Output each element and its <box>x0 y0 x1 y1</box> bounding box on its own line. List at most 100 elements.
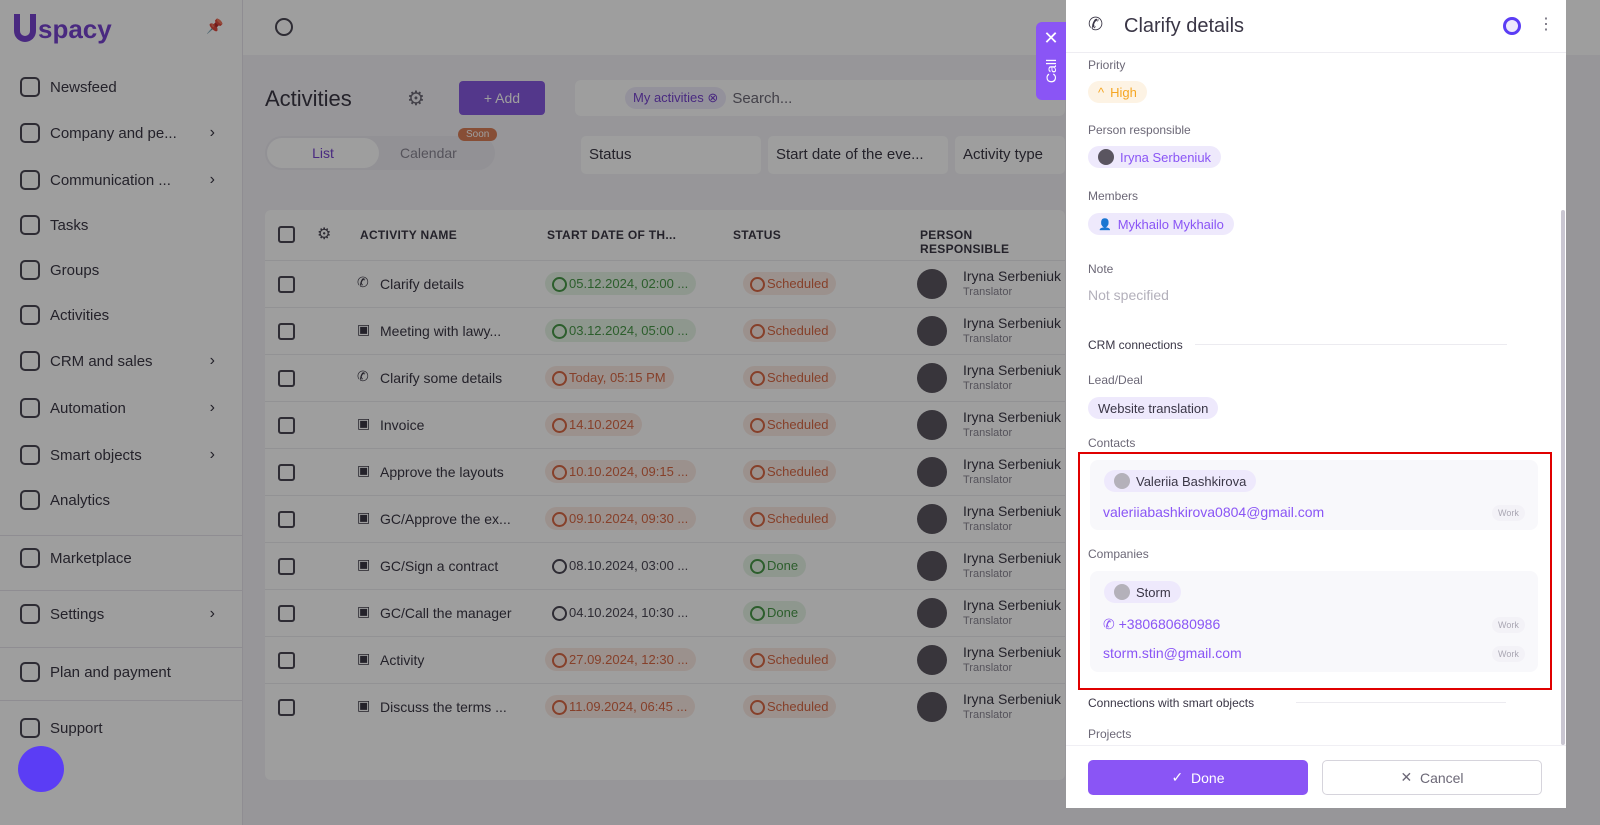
table-row[interactable]: ▣ Activity 27.09.2024, 12:30 ... Schedul… <box>265 636 1065 683</box>
crm-section-title: CRM connections <box>1088 338 1183 352</box>
activity-name[interactable]: GC/Call the manager <box>380 605 512 621</box>
row-checkbox[interactable] <box>278 652 295 669</box>
chevron-right-icon: › <box>209 605 215 622</box>
calendar-icon: ▣ <box>357 415 371 431</box>
company-phone[interactable]: ✆ +380680680986 <box>1103 616 1220 633</box>
calendar-icon: ▣ <box>357 650 371 666</box>
panel-header <box>1066 0 1566 53</box>
row-checkbox[interactable] <box>278 370 295 387</box>
search-icon[interactable] <box>275 18 293 36</box>
table-row[interactable]: ▣ Discuss the terms ... 11.09.2024, 06:4… <box>265 683 1065 730</box>
status-badge: Done <box>743 601 807 624</box>
pin-icon[interactable]: 📌 <box>206 18 224 34</box>
sidebar-item-marketplace[interactable]: Marketplace <box>20 548 215 568</box>
column-header[interactable]: STATUS <box>733 228 782 242</box>
company-email[interactable]: storm.stin@gmail.com <box>1103 645 1242 661</box>
activity-name[interactable]: Activity <box>380 652 425 668</box>
add-button[interactable]: + Add <box>459 81 545 115</box>
chevron-right-icon: › <box>209 171 215 188</box>
sidebar-item-plan-and-payment[interactable]: Plan and payment <box>20 662 215 682</box>
settings-gear-icon[interactable]: ⚙ <box>407 88 425 110</box>
row-checkbox[interactable] <box>278 605 295 622</box>
table-row[interactable]: ▣ Meeting with lawy... 03.12.2024, 05:00… <box>265 307 1065 354</box>
table-row[interactable]: ✆ Clarify some details Today, 05:15 PM S… <box>265 354 1065 401</box>
table-row[interactable]: ▣ GC/Call the manager 04.10.2024, 10:30 … <box>265 589 1065 636</box>
sidebar-item-settings[interactable]: Settings › <box>20 604 215 624</box>
row-checkbox[interactable] <box>278 417 295 434</box>
priority-badge[interactable]: ^ High <box>1088 81 1147 103</box>
tab-list[interactable]: List <box>267 138 379 168</box>
column-header[interactable]: ACTIVITY NAME <box>360 228 458 242</box>
column-header[interactable]: PERSON RESPONSIBLE <box>920 228 1010 256</box>
person-role: Translator <box>963 286 1013 298</box>
person-role: Translator <box>963 427 1013 439</box>
activity-name[interactable]: GC/Sign a contract <box>380 558 499 574</box>
table-row[interactable]: ▣ Approve the layouts 10.10.2024, 09:15 … <box>265 448 1065 495</box>
logo[interactable]: spacy <box>14 14 112 45</box>
activity-name[interactable]: Discuss the terms ... <box>380 699 507 715</box>
search-input[interactable]: Search... <box>732 89 793 107</box>
activity-name[interactable]: Approve the layouts <box>380 464 504 480</box>
note-value[interactable]: Not specified <box>1088 287 1169 303</box>
sidebar-item-label: Company and pe... <box>50 124 177 142</box>
sidebar-item-tasks[interactable]: Tasks <box>20 215 215 235</box>
tab-calendar[interactable]: Calendar <box>400 145 457 161</box>
more-icon[interactable]: ⋮ <box>1538 16 1554 33</box>
sidebar-item-company-and-pe[interactable]: Company and pe... › <box>20 123 215 143</box>
row-checkbox[interactable] <box>278 276 295 293</box>
chat-widget-button[interactable] <box>18 746 64 792</box>
user-icon: 👤 <box>1098 218 1112 231</box>
sidebar-item-groups[interactable]: Groups <box>20 260 215 280</box>
member-chip[interactable]: 👤 Mykhailo Mykhailo <box>1088 213 1234 235</box>
filter-bar[interactable]: My activities ⊗ Search... <box>575 80 1065 116</box>
app-icon[interactable] <box>1503 17 1521 35</box>
row-checkbox[interactable] <box>278 464 295 481</box>
status-badge: Scheduled <box>743 272 837 295</box>
select-all-checkbox[interactable] <box>278 226 295 243</box>
responsible-chip[interactable]: Iryna Serbeniuk <box>1088 146 1222 168</box>
row-checkbox[interactable] <box>278 558 295 575</box>
sidebar-item-smart-objects[interactable]: Smart objects › <box>20 445 215 465</box>
sidebar-icon <box>20 260 40 280</box>
activity-name[interactable]: Clarify details <box>380 276 465 292</box>
sidebar-item-support[interactable]: Support <box>20 718 215 738</box>
status-filter[interactable]: Status <box>581 136 761 174</box>
row-checkbox[interactable] <box>278 699 295 716</box>
sidebar-divider <box>0 700 243 701</box>
activity-name[interactable]: Invoice <box>380 417 425 433</box>
column-settings-icon[interactable]: ⚙ <box>317 226 332 243</box>
column-header[interactable]: START DATE OF TH... <box>547 228 677 242</box>
activity-name[interactable]: GC/Approve the ex... <box>380 511 511 527</box>
my-activities-chip[interactable]: My activities ⊗ <box>625 87 727 109</box>
sidebar-item-crm-and-sales[interactable]: CRM and sales › <box>20 351 215 371</box>
row-checkbox[interactable] <box>278 511 295 528</box>
call-tab[interactable]: ✕ Call <box>1036 22 1066 100</box>
sidebar-item-analytics[interactable]: Analytics <box>20 490 215 510</box>
sidebar-icon <box>20 215 40 235</box>
done-button[interactable]: ✓ Done <box>1088 760 1308 795</box>
panel-scrollbar[interactable] <box>1561 210 1565 745</box>
cancel-button[interactable]: ✕ Cancel <box>1322 760 1542 795</box>
contact-email[interactable]: valeriiabashkirova0804@gmail.com <box>1103 504 1325 520</box>
close-icon[interactable]: ✕ <box>1043 28 1059 48</box>
lead-chip[interactable]: Website translation <box>1088 397 1219 419</box>
start-date-filter[interactable]: Start date of the eve... <box>768 136 948 174</box>
smart-objects-section-title: Connections with smart objects <box>1088 696 1255 710</box>
table-row[interactable]: ▣ Invoice 14.10.2024 Scheduled Iryna Ser… <box>265 401 1065 448</box>
sidebar-item-automation[interactable]: Automation › <box>20 398 215 418</box>
table-row[interactable]: ✆ Clarify details 05.12.2024, 02:00 ... … <box>265 260 1065 307</box>
activity-name[interactable]: Meeting with lawy... <box>380 323 502 339</box>
row-checkbox[interactable] <box>278 323 295 340</box>
activity-type-filter[interactable]: Activity type <box>955 136 1065 174</box>
person-role: Translator <box>963 333 1013 345</box>
company-chip[interactable]: Storm <box>1104 581 1181 603</box>
divider <box>1296 702 1506 703</box>
table-row[interactable]: ▣ GC/Sign a contract 08.10.2024, 03:00 .… <box>265 542 1065 589</box>
sidebar-item-communication[interactable]: Communication ... › <box>20 170 215 190</box>
activity-name[interactable]: Clarify some details <box>380 370 503 386</box>
sidebar-item-newsfeed[interactable]: Newsfeed <box>20 77 215 97</box>
sidebar-item-label: Activities <box>50 306 110 324</box>
sidebar-item-activities[interactable]: Activities <box>20 305 215 325</box>
table-row[interactable]: ▣ GC/Approve the ex... 09.10.2024, 09:30… <box>265 495 1065 542</box>
contact-chip[interactable]: Valeriia Bashkirova <box>1104 470 1257 492</box>
